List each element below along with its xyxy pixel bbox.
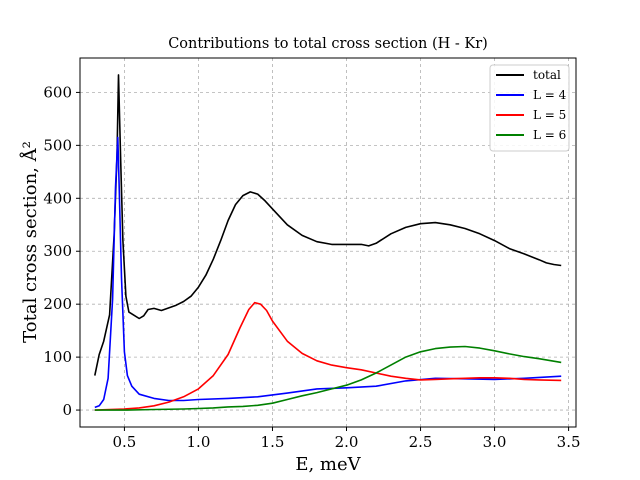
x-tick-label: 0.5 bbox=[112, 433, 136, 451]
x-tick-label: 1.0 bbox=[187, 433, 211, 451]
legend-entry: L = 5 bbox=[533, 108, 566, 122]
y-tick-label: 300 bbox=[43, 242, 72, 260]
series-line-total bbox=[94, 74, 562, 376]
legend-entry: total bbox=[533, 68, 561, 82]
y-tick-label: 400 bbox=[43, 189, 72, 207]
x-axis-label: E, meV bbox=[295, 454, 361, 475]
y-tick-label: 200 bbox=[43, 295, 72, 313]
axes-frame bbox=[79, 57, 577, 428]
x-tick-label: 3.5 bbox=[557, 433, 581, 451]
legend-entry: L = 6 bbox=[533, 128, 566, 142]
x-tick-label: 2.0 bbox=[335, 433, 359, 451]
grid bbox=[80, 58, 576, 427]
y-tick-label: 600 bbox=[43, 83, 72, 101]
series-line-l-5 bbox=[94, 301, 562, 411]
ticks: 0.5 1.0 1.5 2.0 2.5 3.0 3.5 0 100 200 300 400 500 600 bbox=[43, 83, 580, 451]
legend-entry: L = 4 bbox=[533, 88, 567, 102]
x-tick-label: 1.5 bbox=[261, 433, 285, 451]
y-axis-label: Total cross section, Å² bbox=[19, 141, 41, 343]
series-line-l-6 bbox=[94, 345, 562, 411]
plot-lines bbox=[94, 74, 562, 411]
series-line-l-4 bbox=[94, 136, 562, 409]
legend: total L = 4 L = 5 L = 6 bbox=[489, 64, 570, 152]
x-tick-label: 3.0 bbox=[483, 433, 507, 451]
x-tick-label: 2.5 bbox=[409, 433, 433, 451]
chart-title: Contributions to total cross section (H … bbox=[168, 36, 488, 52]
legend-box bbox=[489, 64, 570, 152]
y-tick-label: 0 bbox=[62, 401, 72, 419]
y-tick-label: 500 bbox=[43, 136, 72, 154]
y-tick-label: 100 bbox=[43, 348, 72, 366]
